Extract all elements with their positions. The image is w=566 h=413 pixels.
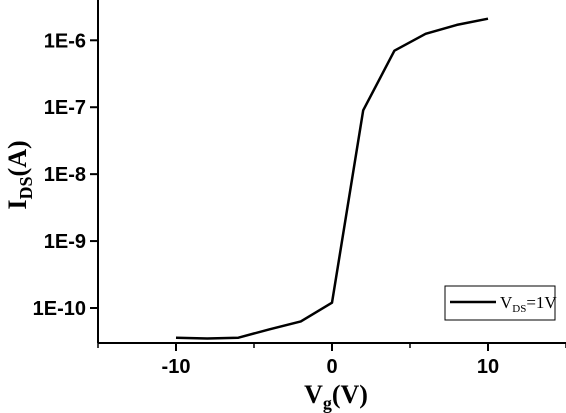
y-axis-title-sub: DS: [16, 176, 36, 199]
x-axis-title-main: V: [304, 380, 323, 409]
x-tick-label: -10: [162, 356, 191, 378]
legend-label-main: V: [500, 293, 513, 312]
y-axis-title-main: I: [3, 199, 32, 209]
legend: VDS=1V: [444, 285, 557, 321]
y-tick-label: 1E-8: [44, 164, 86, 186]
y-tick-label: 1E-6: [44, 30, 86, 52]
x-axis-ticks: -10 0 10: [97, 343, 566, 378]
y-axis-ticks: 1E-10 1E-9 1E-8 1E-7 1E-6: [33, 30, 98, 320]
legend-label-suffix: =1V: [526, 293, 557, 312]
y-axis-title: IDS(A): [3, 140, 36, 209]
y-tick-label: 1E-9: [44, 231, 86, 253]
y-tick-label: 1E-10: [33, 298, 86, 320]
y-axis-title-unit: (A): [3, 140, 32, 176]
x-tick-label: 10: [477, 356, 499, 378]
legend-label: VDS=1V: [500, 293, 557, 315]
legend-label-sub: DS: [512, 303, 526, 315]
x-axis-title: Vg(V): [304, 380, 368, 413]
x-axis-title-unit: (V): [332, 380, 368, 409]
x-tick-label: 0: [326, 356, 337, 378]
series-line: [175, 17, 489, 340]
x-axis-title-sub: g: [323, 393, 332, 413]
y-tick-label: 1E-7: [44, 97, 86, 119]
